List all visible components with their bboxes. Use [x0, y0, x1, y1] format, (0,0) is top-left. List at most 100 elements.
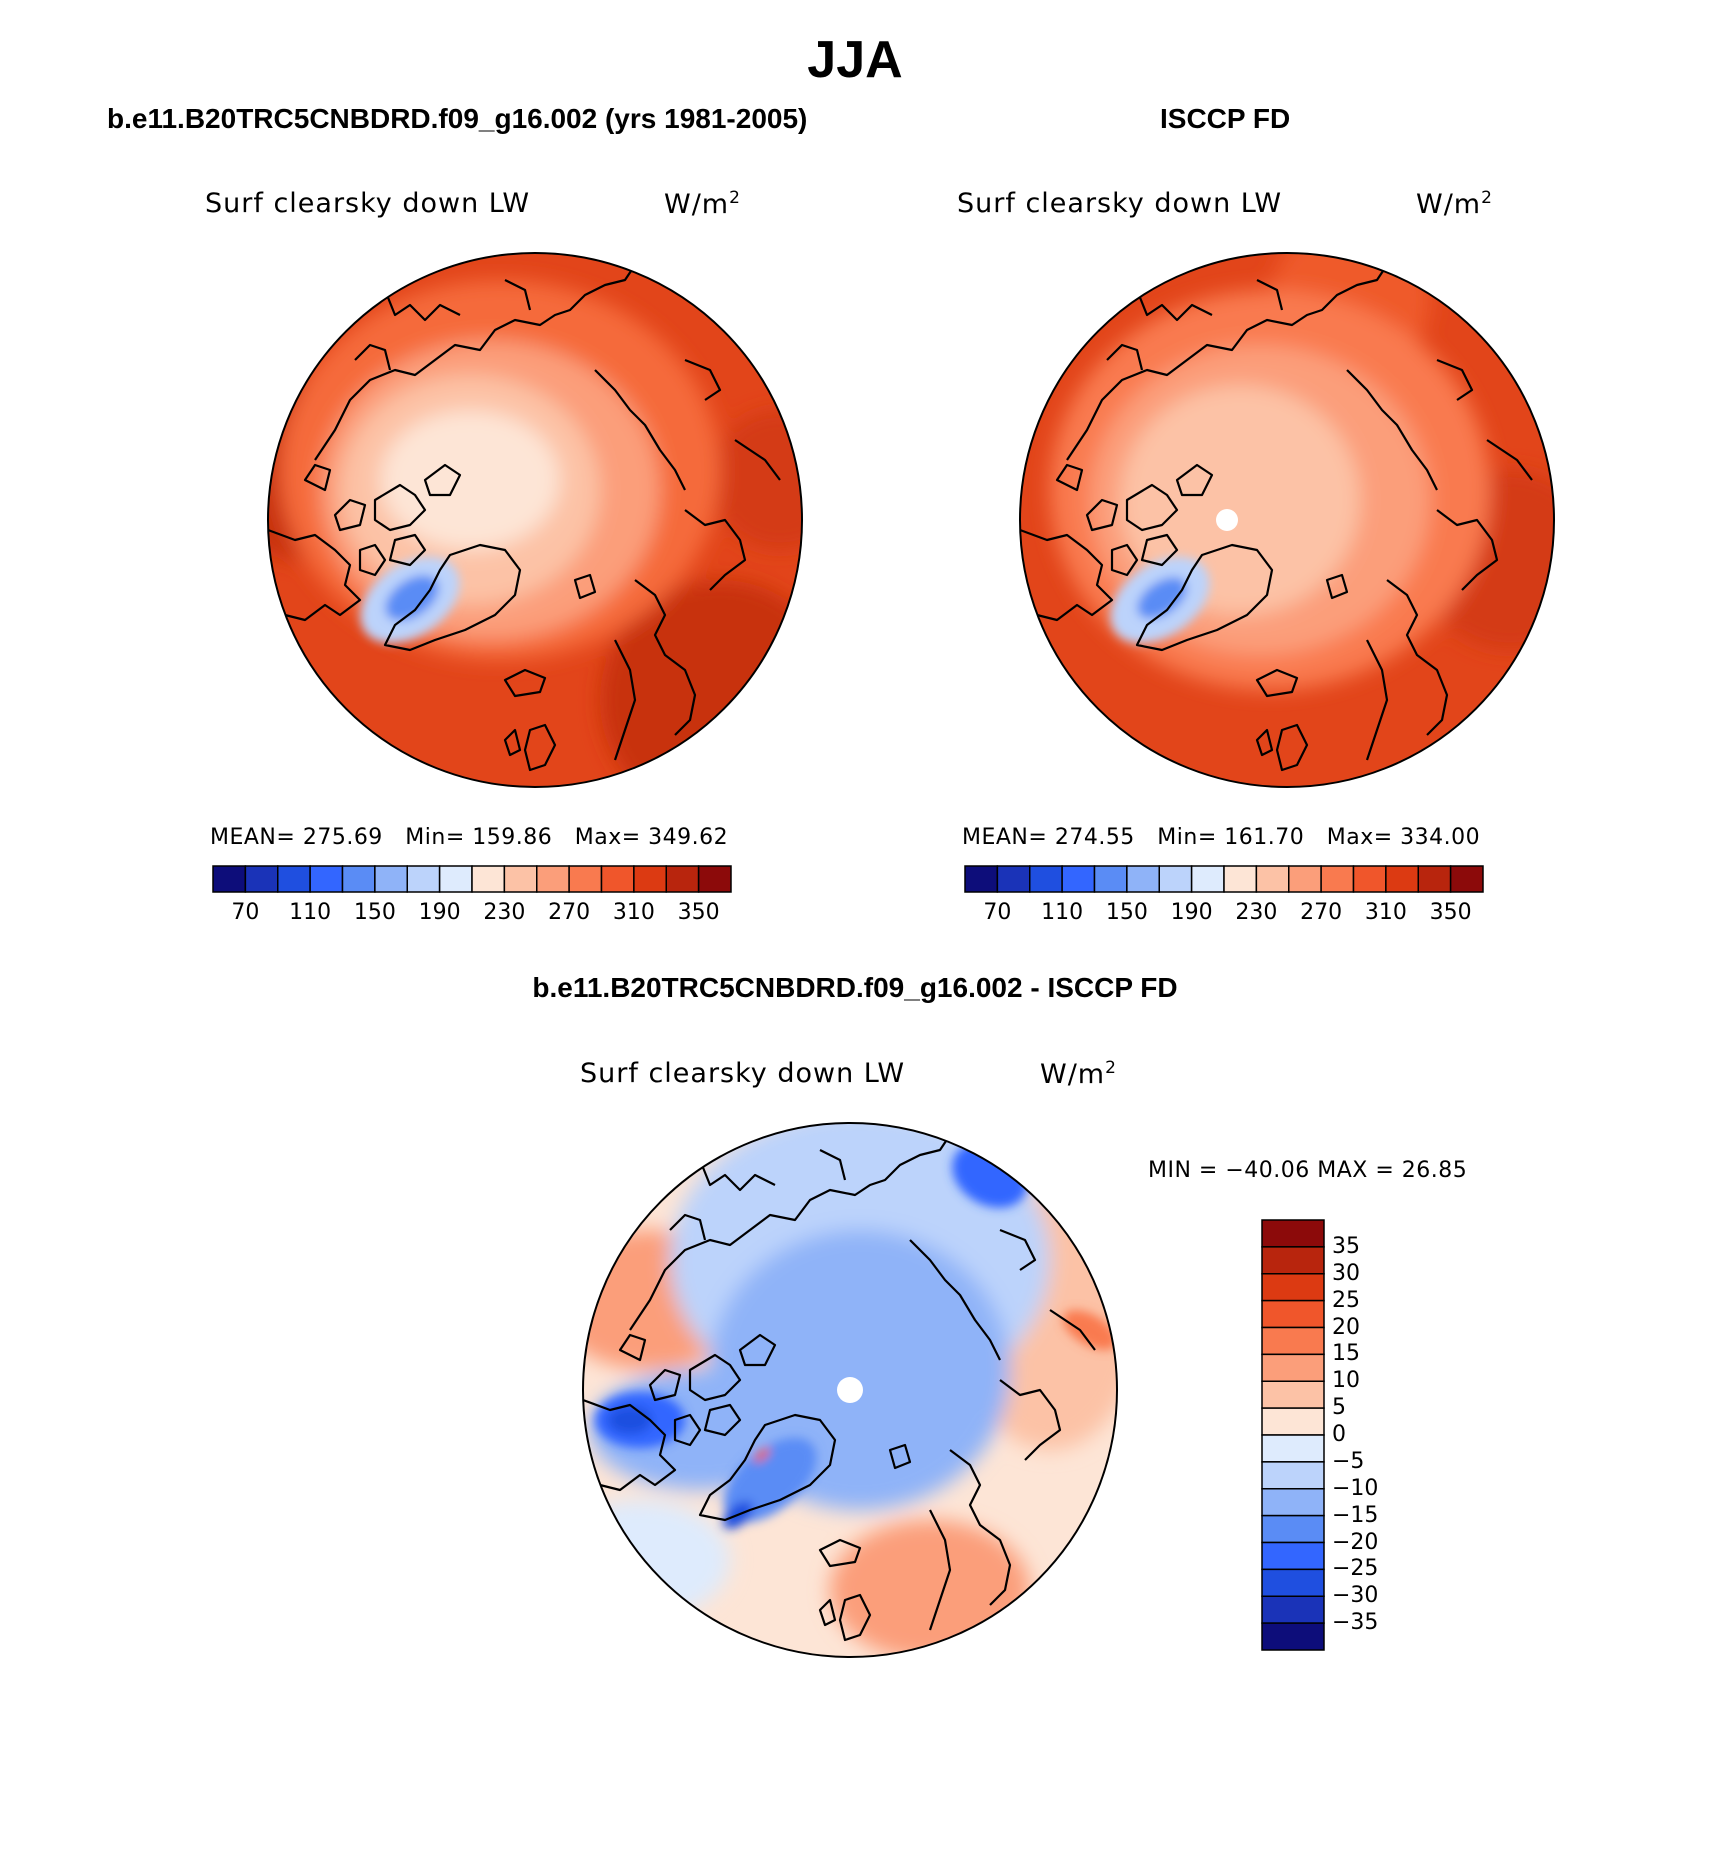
obs-colorbar-box: [1029, 865, 1063, 893]
obs-colorbar-box: [1385, 865, 1419, 893]
obs-colorbar: [964, 865, 1484, 893]
obs-colorbar-box: [1158, 865, 1193, 893]
diff-colorbar-tick-label: 15: [1332, 1341, 1360, 1367]
obs-colorbar-tick-label: 350: [1429, 900, 1472, 925]
model-colorbar-box: [568, 865, 603, 893]
model-colorbar-tick-label: 270: [548, 900, 591, 925]
model-min-label: Min=: [405, 825, 465, 850]
obs-colorbar-tick-label: 150: [1105, 900, 1148, 925]
model-map: [268, 253, 802, 787]
diff-colorbar-box: [1261, 1488, 1325, 1517]
model-max-value: 349.62: [648, 825, 729, 850]
diff-colorbar-box: [1261, 1246, 1325, 1275]
obs-mean-label: MEAN=: [962, 825, 1048, 850]
obs-colorbar-box: [1126, 865, 1160, 893]
model-min-value: 159.86: [472, 825, 553, 850]
obs-colorbar-tick-label: 110: [1041, 900, 1084, 925]
obs-colorbar-box: [996, 865, 1031, 893]
left-panel-title: b.e11.B20TRC5CNBDRD.f09_g16.002 (yrs 198…: [107, 103, 808, 134]
diff-map-border: [582, 1122, 1118, 1658]
diff-map: [583, 1123, 1117, 1657]
diff-variable-label: Surf clearsky down LW: [580, 1058, 906, 1089]
model-map-border: [267, 252, 803, 788]
obs-colorbar-box: [964, 865, 999, 893]
obs-colorbar-box: [1190, 865, 1225, 893]
diff-panel-title: b.e11.B20TRC5CNBDRD.f09_g16.002 - ISCCP …: [532, 972, 1178, 1003]
model-colorbar-box: [503, 865, 538, 893]
model-mean-label: MEAN=: [210, 825, 296, 850]
diff-colorbar-box: [1261, 1622, 1325, 1651]
model-colorbar-box: [406, 865, 441, 893]
obs-max-value: 334.00: [1400, 825, 1481, 850]
obs-colorbar-box: [1255, 865, 1290, 893]
diff-colorbar-tick-label: 25: [1332, 1287, 1360, 1313]
diff-colorbar-box: [1261, 1380, 1325, 1409]
model-colorbar-tick-label: 190: [418, 900, 461, 925]
obs-map: [1020, 253, 1554, 787]
diff-colorbar-tick-label: 30: [1332, 1260, 1360, 1286]
diff-colorbar-tick-label: 35: [1332, 1233, 1360, 1259]
model-colorbar-tick-label: 310: [612, 900, 655, 925]
model-colorbar-box: [374, 865, 408, 893]
model-colorbar-box: [471, 865, 506, 893]
obs-min-value: 161.70: [1224, 825, 1305, 850]
model-stats: MEAN= 275.69 Min= 159.86 Max= 349.62: [210, 825, 728, 850]
diff-colorbar-box: [1261, 1595, 1325, 1624]
model-colorbar-box: [212, 865, 247, 893]
model-colorbar-tick-label: 230: [483, 900, 526, 925]
diff-minmax: MIN = −40.06 MAX = 26.85: [1148, 1158, 1468, 1183]
model-colorbar-tick-label: 150: [353, 900, 396, 925]
diff-colorbar-box: [1261, 1461, 1325, 1490]
obs-colorbar-box: [1061, 865, 1096, 893]
obs-min-label: Min=: [1157, 825, 1217, 850]
model-colorbar-box: [309, 865, 344, 893]
diff-colorbar-tick-label: −15: [1332, 1502, 1379, 1528]
obs-colorbar-tick-label: 230: [1235, 900, 1278, 925]
diff-colorbar-box: [1261, 1299, 1325, 1329]
model-colorbar-tick-label: 70: [231, 900, 260, 925]
obs-units-label: W/m2: [1416, 188, 1493, 220]
right-panel-title: ISCCP FD: [1160, 103, 1291, 134]
diff-colorbar-tick-label: −25: [1332, 1556, 1379, 1582]
model-colorbar-tick-label: 110: [289, 900, 332, 925]
diff-colorbar-box: [1261, 1514, 1325, 1544]
obs-colorbar-tick-label: 270: [1300, 900, 1343, 925]
obs-colorbar-box: [1449, 865, 1484, 893]
model-colorbar-box: [633, 865, 667, 893]
obs-colorbar-box: [1288, 865, 1322, 893]
obs-stats: MEAN= 274.55 Min= 161.70 Max= 334.00: [962, 825, 1480, 850]
model-colorbar-box: [665, 865, 700, 893]
obs-mean-value: 274.55: [1054, 825, 1135, 850]
obs-variable-label: Surf clearsky down LW: [957, 188, 1283, 219]
diff-colorbar-box: [1261, 1219, 1325, 1248]
model-colorbar-box: [697, 865, 732, 893]
diff-colorbar-box: [1261, 1273, 1325, 1302]
model-colorbar: [212, 865, 732, 893]
obs-map-border: [1019, 252, 1555, 788]
model-colorbar-box: [244, 865, 279, 893]
model-max-label: Max=: [574, 825, 641, 850]
obs-colorbar-box: [1417, 865, 1452, 893]
model-colorbar-tick-label: 350: [677, 900, 720, 925]
diff-colorbar-tick-label: 20: [1332, 1314, 1360, 1340]
obs-colorbar-box: [1223, 865, 1258, 893]
diff-colorbar-box: [1261, 1434, 1325, 1463]
diff-units-label: W/m2: [1040, 1058, 1117, 1090]
model-colorbar-box: [536, 865, 570, 893]
diff-colorbar-box: [1261, 1541, 1325, 1571]
obs-max-label: Max=: [1326, 825, 1393, 850]
diff-colorbar-box: [1261, 1568, 1325, 1597]
diff-colorbar-tick-label: 10: [1332, 1368, 1360, 1394]
obs-colorbar-tick-label: 70: [983, 900, 1012, 925]
model-mean-value: 275.69: [302, 825, 383, 850]
model-variable-label: Surf clearsky down LW: [205, 188, 531, 219]
diff-colorbar-tick-label: −20: [1332, 1529, 1379, 1555]
diff-colorbar-tick-label: −30: [1332, 1583, 1379, 1609]
diff-colorbar-box: [1261, 1353, 1325, 1382]
diff-colorbar-tick-label: −10: [1332, 1475, 1379, 1501]
obs-colorbar-box: [1320, 865, 1355, 893]
diff-colorbar-box: [1261, 1407, 1325, 1436]
obs-colorbar-tick-label: 190: [1170, 900, 1213, 925]
model-colorbar-box: [438, 865, 473, 893]
obs-colorbar-box: [1093, 865, 1128, 893]
